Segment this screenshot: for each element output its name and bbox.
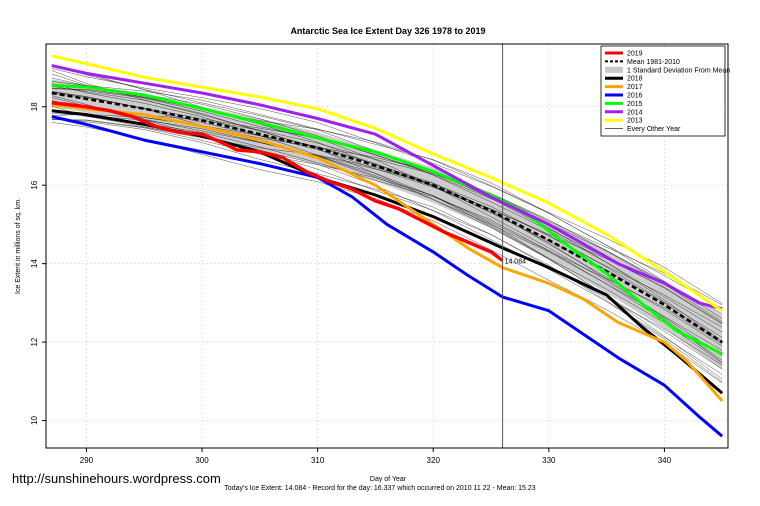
legend-label: 2015 — [627, 101, 643, 108]
legend-label: 1 Standard Deviation From Mean — [627, 67, 730, 74]
y-tick-label: 10 — [30, 416, 39, 425]
series-line-2017 — [51, 103, 724, 402]
legend-label: Mean 1981-2010 — [627, 59, 680, 66]
axes: 290 300 310 320 330 340 10 12 14 16 18 — [30, 102, 672, 465]
thin-year-line — [51, 92, 723, 323]
mean-1981-2010-line — [51, 91, 723, 344]
legend-label: 2019 — [627, 51, 643, 58]
series-line-2016 — [51, 115, 724, 438]
y-axis-label: Ice Extent in millions of sq. km. — [15, 198, 22, 294]
plot-frame — [45, 43, 729, 449]
legend-swatch — [605, 66, 623, 73]
y-tick-label: 14 — [30, 259, 39, 268]
y-tick-label: 16 — [30, 180, 39, 189]
mean-line — [51, 91, 723, 344]
x-axis-label: Day of Year — [370, 476, 407, 483]
x-tick-label: 320 — [427, 456, 441, 465]
legend-label: Every Other Year — [627, 126, 681, 133]
series-line-2018 — [51, 109, 724, 395]
legend-label: 2017 — [627, 84, 643, 91]
thin-year-line — [51, 64, 723, 363]
current-value-label: 14.084 — [505, 259, 527, 266]
thin-year-line — [51, 106, 723, 375]
thin-year-line — [51, 81, 723, 309]
thin-year-line — [51, 114, 723, 306]
chart-title: Antarctic Sea Ice Extent Day 326 1978 to… — [290, 26, 485, 36]
legend-label: 2014 — [627, 109, 643, 116]
watermark-url: http://sunshinehours.wordpress.com — [12, 471, 221, 486]
legend-label: 2016 — [627, 93, 643, 100]
x-tick-label: 330 — [542, 456, 556, 465]
legend-label: 2018 — [627, 76, 643, 83]
current-day-marker: 14.084 — [502, 44, 527, 448]
caption: Today's Ice Extent: 14.084 - Record for … — [224, 485, 536, 492]
thin-year-line — [51, 118, 723, 344]
series-line-2019 — [51, 101, 504, 262]
thin-year-line — [51, 109, 723, 351]
x-tick-label: 310 — [311, 456, 325, 465]
thin-year-line — [51, 91, 723, 364]
std-band — [51, 79, 723, 370]
thin-year-line — [51, 95, 723, 383]
grid — [46, 44, 728, 448]
series-line-2015 — [51, 83, 723, 356]
y-tick-label: 18 — [30, 102, 39, 111]
legend-label: 2013 — [627, 118, 643, 125]
every-other-year-lines — [51, 64, 723, 384]
series-line-2014 — [51, 64, 723, 311]
thin-year-line — [51, 97, 723, 361]
series-line-2013 — [51, 54, 724, 312]
std-band-area — [51, 79, 723, 370]
x-tick-label: 340 — [658, 456, 672, 465]
thin-year-line — [51, 119, 723, 324]
series-lines — [51, 54, 724, 438]
thin-year-line — [51, 88, 723, 304]
x-tick-label: 300 — [195, 456, 209, 465]
y-tick-label: 12 — [30, 337, 39, 346]
thin-year-line — [51, 117, 723, 366]
x-tick-label: 290 — [80, 456, 94, 465]
